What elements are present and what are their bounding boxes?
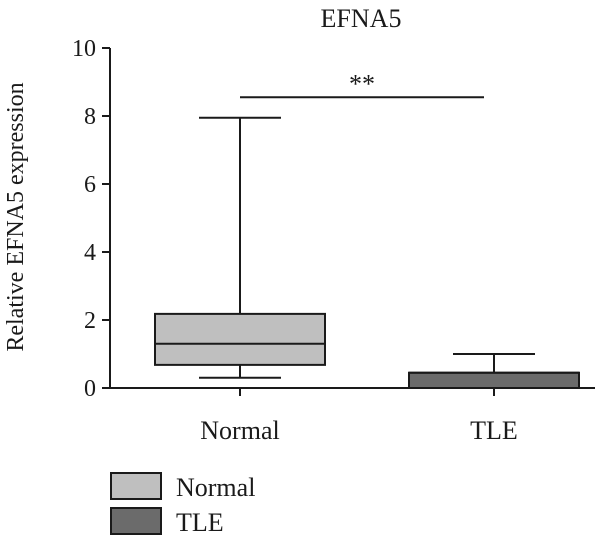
legend-swatch	[110, 507, 162, 535]
y-axis-label: Relative EFNA5 expression	[3, 82, 29, 351]
y-tick-label: 0	[84, 376, 96, 402]
y-tick-label: 2	[84, 308, 96, 334]
box-iqr	[408, 371, 580, 390]
legend-swatch	[110, 472, 162, 500]
y-ticks: 0 2 4 6 8 10	[72, 36, 110, 402]
y-axis: 0 2 4 6 8 10	[72, 36, 111, 402]
box-normal	[154, 116, 326, 379]
legend: Normal TLE	[110, 472, 255, 537]
legend-label: TLE	[176, 508, 224, 537]
box-tle	[408, 353, 580, 390]
x-axis: Normal TLE	[109, 387, 595, 445]
box-iqr	[154, 312, 326, 366]
x-ticks: Normal TLE	[200, 388, 518, 445]
chart-title: EFNA5	[321, 4, 402, 33]
x-tick-label: Normal	[200, 416, 279, 445]
y-tick-label: 8	[84, 104, 96, 130]
significance-marker: **	[349, 69, 375, 98]
y-tick-label: 10	[72, 36, 96, 62]
boxes	[154, 116, 580, 390]
x-tick-label: TLE	[470, 416, 518, 445]
y-tick-label: 6	[84, 172, 96, 198]
significance-annotation: **	[240, 69, 484, 99]
y-tick-label: 4	[84, 240, 96, 266]
legend-label: Normal	[176, 473, 255, 502]
